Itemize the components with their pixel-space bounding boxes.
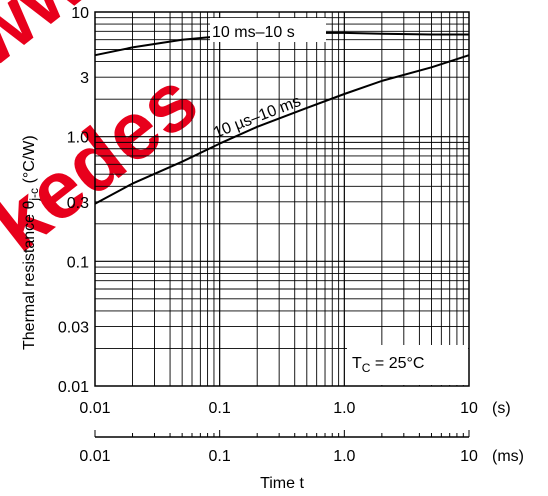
y-axis-label: Thermal resistance θj-c (°C/W): [21, 135, 41, 350]
x-tick-label: 1.0: [333, 400, 355, 417]
x-tick-label: 0.1: [209, 400, 231, 417]
y-tick-label: 3: [80, 70, 89, 87]
plot-frame: [94, 11, 470, 387]
series1-label-bg: [210, 18, 326, 42]
x2-tick-label: 0.1: [209, 448, 231, 465]
x-unit-ms: (ms): [492, 448, 524, 465]
y-tick-label: 10: [71, 5, 89, 22]
x-tick-label: 0.01: [79, 400, 110, 417]
annotation-box: [347, 345, 468, 385]
y-tick-label: 0.1: [67, 254, 89, 271]
x-axis-label: Time t: [260, 475, 304, 492]
y-tick-label: 1.0: [67, 130, 89, 147]
x2-tick-label: 1.0: [333, 448, 355, 465]
grid: [95, 12, 469, 386]
annotation: TC = 25°C: [352, 355, 424, 375]
x2-tick-label: 0.01: [79, 448, 110, 465]
x-unit-seconds: (s): [492, 400, 511, 417]
series1-label: 10 ms–10 s: [212, 24, 295, 41]
series-line-2: [94, 54, 470, 205]
y-tick-label: 0.3: [67, 195, 89, 212]
x-tick-label: 10: [460, 400, 478, 417]
y-tick-label: 0.01: [58, 379, 89, 396]
x2-tick-label: 10: [460, 448, 478, 465]
tick-labels: 10 3 1.0 0.3 0.1 0.03 0.01 0.01 0.1 1.0 10: [58, 5, 478, 417]
y-tick-label: 0.03: [58, 320, 89, 337]
secondary-axis: 0.01 0.1 1.0 10: [79, 430, 478, 465]
